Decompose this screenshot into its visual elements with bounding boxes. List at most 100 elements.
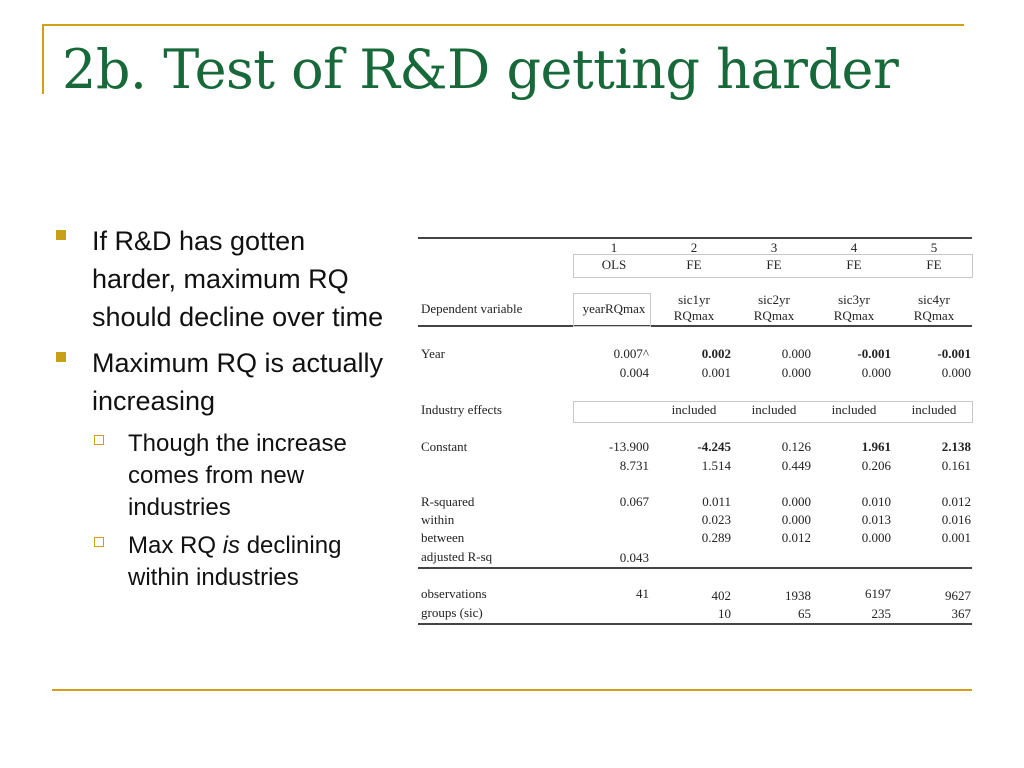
column-number: 3 xyxy=(770,240,778,255)
bullet-list: If R&D has gotten harder, maximum RQ sho… xyxy=(52,222,392,600)
observations-value: 41 xyxy=(636,586,649,601)
within-value: 0.013 xyxy=(861,512,891,527)
top-decor-line xyxy=(42,24,964,26)
constant-std-error: 0.161 xyxy=(941,458,971,473)
dependent-variable-name: RQmax xyxy=(833,308,875,323)
table-mid-rule xyxy=(418,567,972,569)
year-std-error: 0.000 xyxy=(781,365,811,380)
r-squared-value: 0.012 xyxy=(941,494,971,509)
year-std-error: 0.000 xyxy=(941,365,971,380)
year-coefficient: 0.007^ xyxy=(613,346,649,361)
dependent-variable-name: RQmax xyxy=(913,308,955,323)
constant-std-error: 1.514 xyxy=(701,458,731,473)
column-number: 5 xyxy=(930,240,938,255)
constant-coefficient: -4.245 xyxy=(697,439,731,454)
adjusted-r-squared-value: 0.043 xyxy=(619,550,649,565)
hollow-square-bullet-icon xyxy=(94,435,104,445)
dependent-variable-name: sic3yr xyxy=(838,292,870,307)
observations-label: observations xyxy=(421,586,487,601)
within-label: within xyxy=(421,512,455,527)
constant-coefficient: -13.900 xyxy=(608,439,649,454)
table-bottom-rule xyxy=(418,623,972,625)
observations-value: 402 xyxy=(711,588,732,603)
observations-value: 1938 xyxy=(785,588,811,603)
groups-value: 65 xyxy=(798,606,811,621)
year-coefficient: -0.001 xyxy=(937,346,971,361)
industry-effects-value: included xyxy=(911,402,957,417)
groups-label: groups (sic) xyxy=(421,605,483,620)
bullet-1-text: If R&D has gotten harder, maximum RQ sho… xyxy=(92,226,384,332)
dependent-variable-name: sic2yr xyxy=(758,292,790,307)
adjusted-r-squared-label: adjusted R-sq xyxy=(421,549,493,564)
square-bullet-icon xyxy=(56,230,66,240)
bullet-2: Maximum RQ is actually increasing xyxy=(52,344,392,420)
r-squared-value: 0.011 xyxy=(702,494,731,509)
emphasis-is: is xyxy=(222,532,241,559)
dependent-variable-name: RQmax xyxy=(753,308,795,323)
method-label: FE xyxy=(686,257,702,272)
slide-title: 2b. Test of R&D getting harder xyxy=(62,38,899,101)
sub-bullet-2: Max RQ is declining within industries xyxy=(52,530,392,594)
column-number: 2 xyxy=(690,240,698,255)
constant-coefficient: 0.126 xyxy=(781,439,811,454)
bottom-decor-line xyxy=(52,689,972,691)
between-value: 0.289 xyxy=(701,530,731,545)
methods-header-box xyxy=(573,254,973,278)
dependent-variable-label: Dependent variable xyxy=(421,301,523,316)
groups-value: 367 xyxy=(951,606,972,621)
dependent-variable-name: sic4yr xyxy=(918,292,950,307)
method-label: FE xyxy=(766,257,782,272)
year-std-error: 0.001 xyxy=(701,365,731,380)
sub-bullet-1: Though the increase comes from new indus… xyxy=(52,428,392,524)
year-coefficient: -0.001 xyxy=(857,346,891,361)
constant-label: Constant xyxy=(421,439,468,454)
constant-coefficient: 2.138 xyxy=(941,439,971,454)
between-value: 0.001 xyxy=(941,530,971,545)
within-value: 0.023 xyxy=(701,512,731,527)
column-number: 4 xyxy=(850,240,858,255)
r-squared-value: 0.067 xyxy=(619,494,649,509)
between-value: 0.000 xyxy=(861,530,891,545)
constant-std-error: 0.449 xyxy=(781,458,811,473)
groups-value: 10 xyxy=(718,606,731,621)
hollow-square-bullet-icon xyxy=(94,537,104,547)
left-decor-line xyxy=(42,24,44,94)
industry-effects-value: included xyxy=(751,402,797,417)
r-squared-label: R-squared xyxy=(421,494,475,509)
constant-std-error: 8.731 xyxy=(619,458,649,473)
r-squared-value: 0.010 xyxy=(861,494,891,509)
constant-std-error: 0.206 xyxy=(861,458,891,473)
observations-value: 6197 xyxy=(865,586,891,601)
sub-bullet-2-text: Max RQ is declining within industries xyxy=(128,532,342,591)
between-label: between xyxy=(421,530,465,545)
industry-effects-value: included xyxy=(831,402,877,417)
table-top-rule xyxy=(418,237,972,239)
groups-value: 235 xyxy=(871,606,892,621)
table-header-rule xyxy=(418,325,972,327)
bullet-2-text: Maximum RQ is actually increasing xyxy=(92,348,384,416)
year-coefficient: 0.002 xyxy=(701,346,731,361)
year-std-error: 0.004 xyxy=(619,365,649,380)
method-label: OLS xyxy=(601,257,627,272)
between-value: 0.012 xyxy=(781,530,811,545)
square-bullet-icon xyxy=(56,352,66,362)
regression-table: 1 2 3 4 5 OLS FE FE FE FE Dependent variable yearRQ… xyxy=(418,237,973,627)
industry-effects-box xyxy=(573,401,973,423)
observations-value: 9627 xyxy=(945,588,971,603)
industry-effects-label: Industry effects xyxy=(421,402,502,417)
bullet-1: If R&D has gotten harder, maximum RQ sho… xyxy=(52,222,392,336)
r-squared-value: 0.000 xyxy=(781,494,811,509)
constant-coefficient: 1.961 xyxy=(861,439,891,454)
dependent-variable-name: yearRQmax xyxy=(582,301,646,316)
year-std-error: 0.000 xyxy=(861,365,891,380)
within-value: 0.016 xyxy=(941,512,971,527)
dependent-variable-name: RQmax xyxy=(673,308,715,323)
dependent-variable-box xyxy=(573,293,651,327)
method-label: FE xyxy=(926,257,942,272)
within-value: 0.000 xyxy=(781,512,811,527)
year-label: Year xyxy=(421,346,445,361)
year-coefficient: 0.000 xyxy=(781,346,811,361)
dependent-variable-name: sic1yr xyxy=(678,292,710,307)
method-label: FE xyxy=(846,257,862,272)
industry-effects-value: included xyxy=(671,402,717,417)
